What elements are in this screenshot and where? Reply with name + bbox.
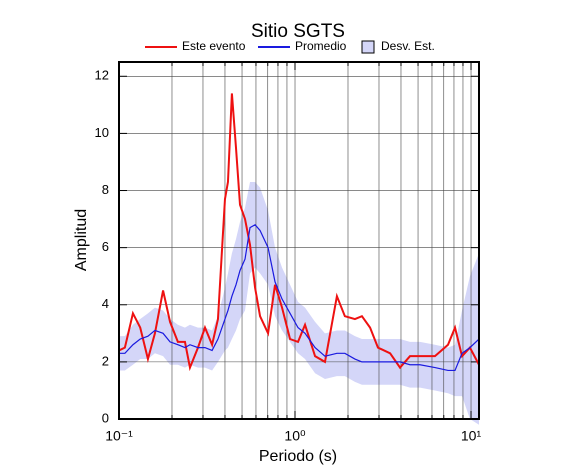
x-tick-label: 10⁻¹ (105, 428, 133, 444)
y-tick-label: 0 (102, 410, 109, 425)
x-tick-label: 10¹ (461, 428, 482, 444)
x-axis-label: Periodo (s) (259, 448, 337, 465)
y-tick-label: 4 (102, 296, 109, 311)
line-series (119, 224, 480, 372)
frame (118, 61, 480, 420)
chart-title: Sitio SGTS (251, 21, 345, 42)
y-tick-label: 2 (102, 353, 109, 368)
y-tick-label: 12 (95, 68, 109, 83)
x-tick-label: 10⁰ (284, 428, 306, 444)
legend-swatch (361, 40, 375, 54)
legend-label: Desv. Est. (381, 39, 435, 53)
y-axis-label: Amplitud (73, 209, 90, 271)
line-series (118, 93, 480, 372)
y-tick-label: 8 (102, 182, 109, 197)
legend-label: Este evento (182, 39, 246, 53)
y-tick-label: 6 (102, 239, 109, 254)
y-tick-label: 10 (95, 125, 109, 140)
legend-label: Promedio (295, 39, 347, 53)
std-band (119, 181, 479, 425)
